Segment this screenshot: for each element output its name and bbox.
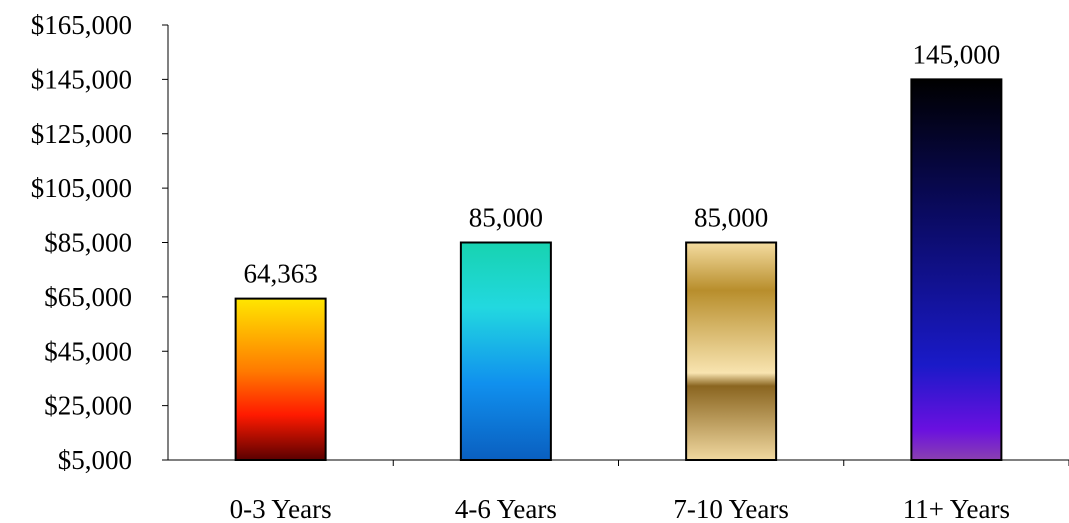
data-label: 145,000 [913, 39, 1001, 69]
axes: $5,000 $25,000 $45,000 $65,000 $85,000 $105,0… [31, 10, 1069, 475]
y-tick-label: $85,000 [44, 228, 132, 258]
data-label: 85,000 [469, 203, 543, 233]
y-tick-label: $145,000 [31, 64, 132, 94]
y-tick-label: $165,000 [31, 10, 132, 40]
x-category-label: 7-10 Years [673, 494, 789, 523]
x-category-label: 11+ Years [903, 494, 1010, 523]
data-label: 85,000 [694, 203, 768, 233]
bar-2 [459, 241, 552, 461]
bar-3 [685, 241, 778, 461]
bars [234, 78, 1003, 461]
x-category-label: 4-6 Years [455, 494, 557, 523]
y-tick-label: $45,000 [44, 336, 132, 366]
y-tick-label: $65,000 [44, 282, 132, 312]
y-tick-label: $125,000 [31, 119, 132, 149]
bar-4 [910, 78, 1003, 461]
x-category-label: 0-3 Years [230, 494, 332, 523]
y-tick-label: $25,000 [44, 391, 132, 421]
labels: 64,363 0-3 Years 85,000 4-6 Years 85,000 7-10… [230, 39, 1010, 523]
y-tick-label: $5,000 [58, 445, 132, 475]
data-label: 64,363 [244, 259, 318, 289]
y-tick-label: $105,000 [31, 173, 132, 203]
bar-1 [234, 297, 327, 461]
